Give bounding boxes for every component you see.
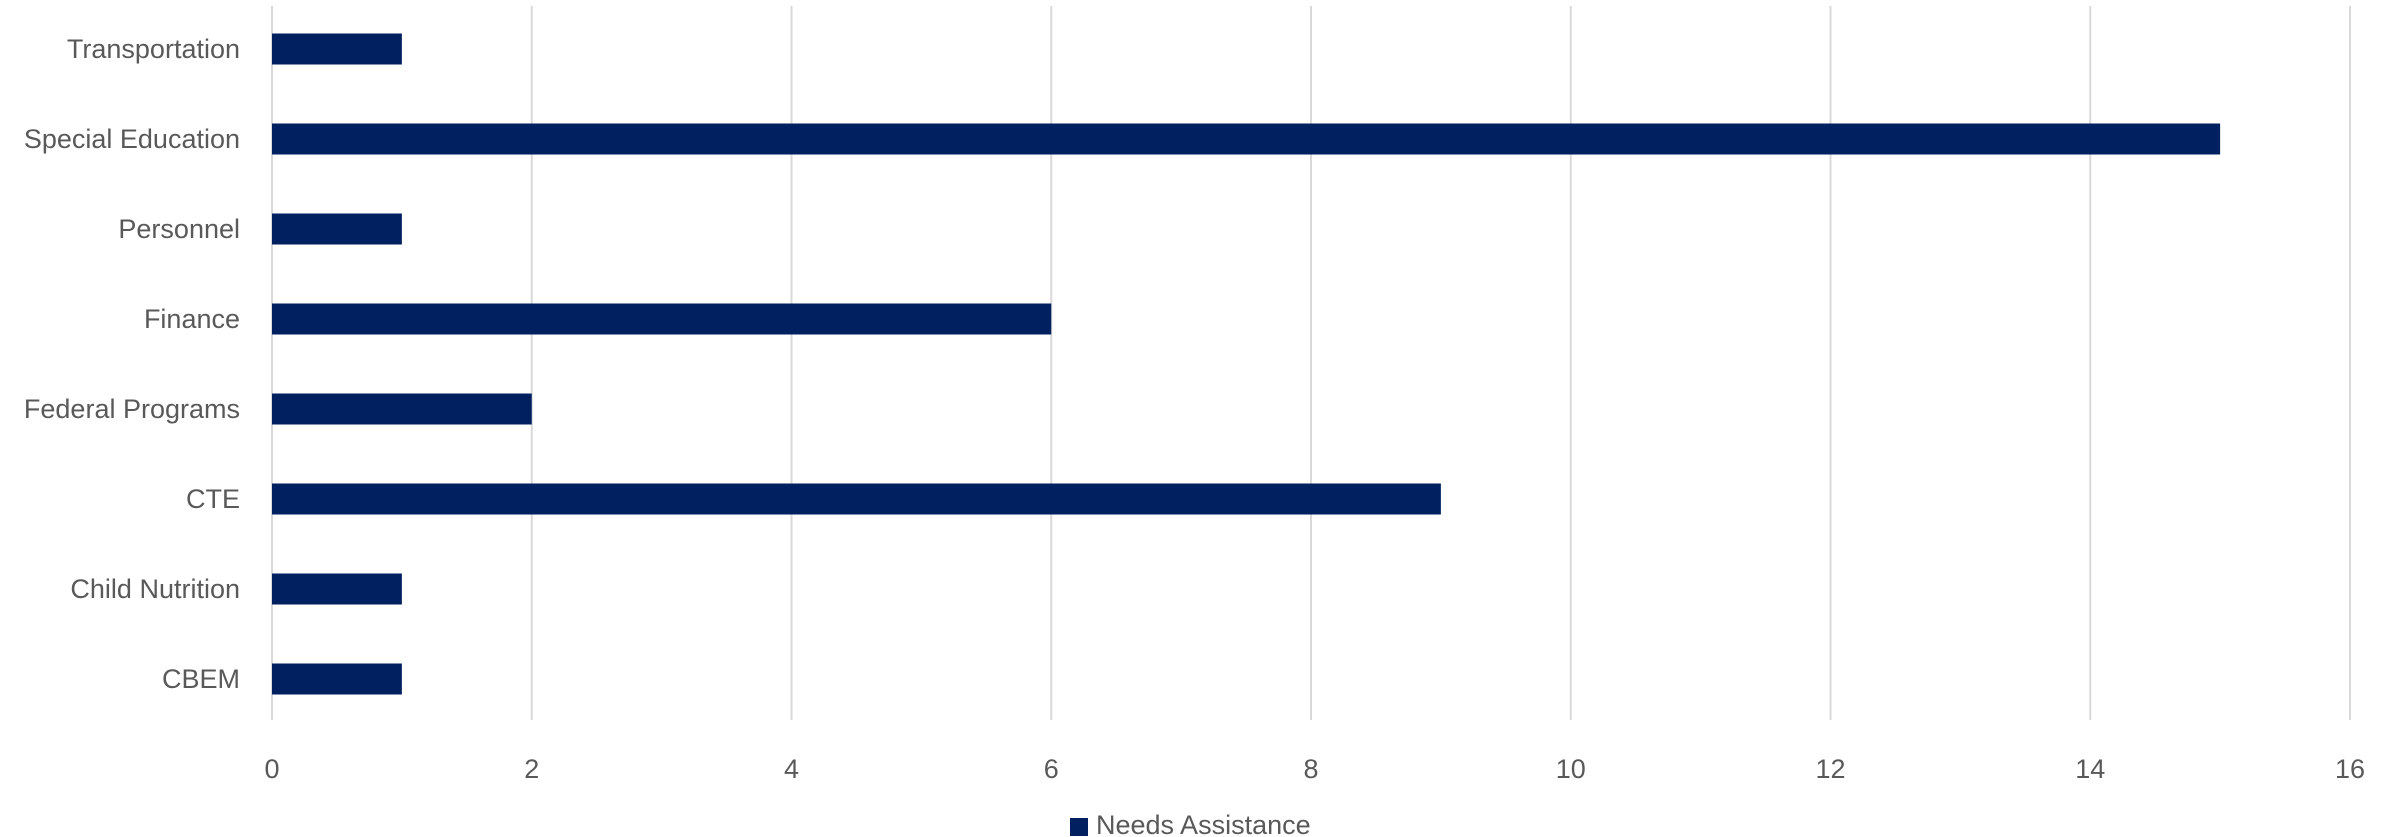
- bar-transportation: [272, 33, 402, 65]
- legend-label-needs-assistance: Needs Assistance: [1096, 810, 1311, 837]
- x-tick-label-14: 14: [2075, 754, 2105, 784]
- bar-personnel: [272, 213, 402, 245]
- category-label-finance: Finance: [144, 304, 240, 334]
- category-label-child-nutrition: Child Nutrition: [70, 574, 240, 604]
- bar-special-education: [272, 123, 2221, 155]
- x-tick-label-12: 12: [1815, 754, 1845, 784]
- category-label-cbem: CBEM: [162, 664, 240, 694]
- x-tick-label-2: 2: [524, 754, 539, 784]
- category-labels: Transportation Special Education Personnel…: [24, 34, 240, 694]
- legend: Needs Assistance: [1070, 810, 1311, 837]
- bar-child-nutrition: [272, 573, 402, 605]
- bar-cte: [272, 483, 1441, 515]
- x-tick-label-4: 4: [784, 754, 799, 784]
- category-label-federal-programs: Federal Programs: [24, 394, 240, 424]
- category-label-personnel: Personnel: [118, 214, 240, 244]
- gridlines: [271, 6, 2351, 720]
- x-tick-label-8: 8: [1303, 754, 1318, 784]
- bar-finance: [272, 303, 1052, 335]
- category-label-cte: CTE: [186, 484, 240, 514]
- bar-federal-programs: [272, 393, 532, 425]
- category-label-transportation: Transportation: [67, 34, 240, 64]
- category-label-special-education: Special Education: [24, 124, 240, 154]
- x-tick-label-0: 0: [264, 754, 279, 784]
- bars: [272, 33, 2221, 695]
- legend-swatch-needs-assistance: [1070, 818, 1088, 836]
- x-tick-label-6: 6: [1044, 754, 1059, 784]
- x-tick-label-10: 10: [1556, 754, 1586, 784]
- x-tick-label-16: 16: [2335, 754, 2365, 784]
- bar-cbem: [272, 663, 402, 695]
- x-tick-labels: 0 2 4 6 8 10 12 14 16: [264, 754, 2365, 784]
